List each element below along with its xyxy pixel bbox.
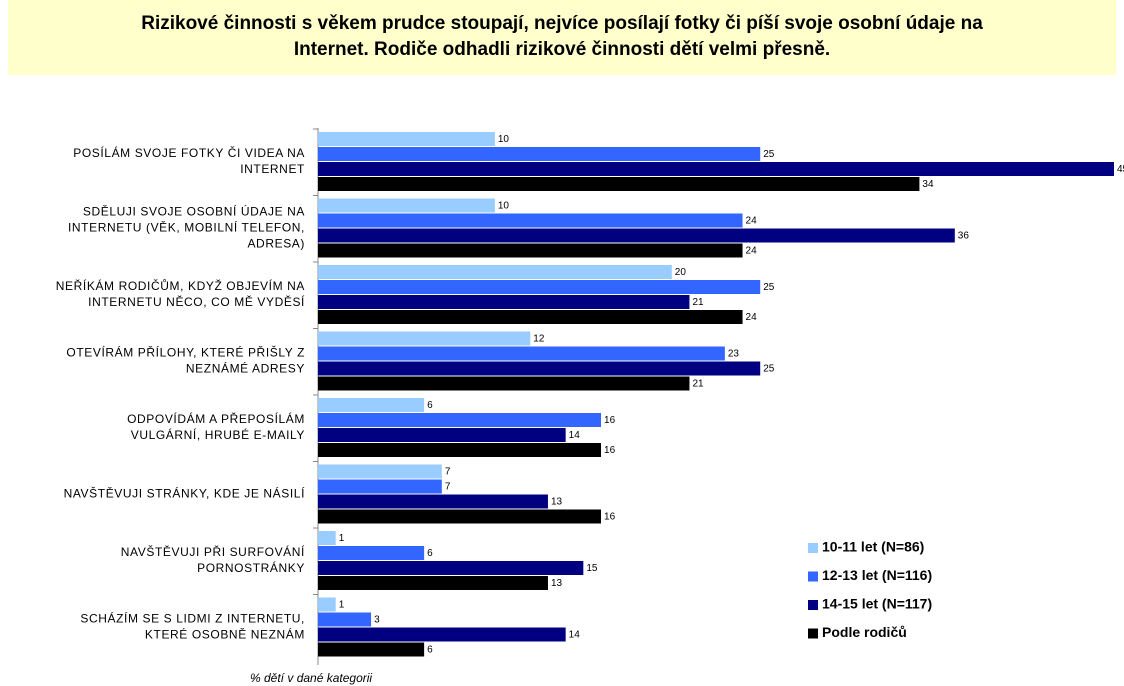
bar [318, 642, 425, 657]
value-label: 10 [498, 134, 510, 145]
y-tick-label: NAVŠTĚVUJI STRÁNKY, KDE JE NÁSILÍ [64, 486, 305, 501]
value-label: 24 [746, 246, 758, 257]
bar [318, 376, 690, 391]
legend-swatch [808, 628, 818, 639]
bar [318, 627, 566, 642]
value-label: 10 [498, 201, 510, 212]
value-label: 21 [692, 297, 704, 308]
value-label: 25 [763, 282, 775, 293]
bar [318, 295, 690, 309]
y-tick-label: VULGÁRNÍ, HRUBÉ E-MAILY [131, 427, 305, 442]
y-tick-label: NEZNÁMÉ ADRESY [186, 361, 305, 376]
y-tick-label: SDĚLUJI SVOJE OSOBNÍ ÚDAJE NA [83, 204, 305, 219]
x-axis-label: % dětí v dané kategorii [250, 671, 372, 685]
legend-swatch [808, 571, 818, 582]
bar [318, 361, 761, 376]
y-tick-label: ADRESA) [247, 237, 305, 251]
bar [318, 331, 531, 346]
bar [318, 243, 743, 258]
value-label: 14 [569, 630, 581, 641]
value-label: 16 [604, 445, 616, 456]
bar [318, 346, 725, 361]
value-label: 25 [763, 149, 775, 160]
bar [318, 198, 495, 213]
value-label: 23 [728, 349, 740, 360]
bar [318, 576, 548, 590]
y-tick-label: NEŘÍKÁM RODIČŮM, KDYŽ OBJEVÍM NA [56, 278, 305, 293]
bar [318, 280, 761, 294]
value-label: 6 [427, 548, 433, 559]
bar [318, 561, 584, 575]
bar [318, 132, 495, 146]
value-label: 34 [922, 179, 934, 190]
chart-title: Rizikové činnosti s věkem prudce stoupaj… [141, 13, 983, 34]
bar [318, 612, 372, 627]
value-label: 36 [958, 231, 970, 242]
bar [318, 428, 566, 442]
value-label: 24 [746, 312, 758, 323]
y-tick-label: INTERNET [240, 162, 305, 176]
value-label: 7 [445, 467, 451, 478]
bar [318, 443, 602, 457]
y-tick-label: OTEVÍRÁM PŘÍLOHY, KTERÉ PŘIŠLY Z [66, 345, 305, 360]
value-label: 12 [533, 334, 545, 345]
y-tick-label: INTERNETU NĚCO, CO MĚ VYDĚSÍ [88, 294, 305, 309]
value-label: 14 [569, 430, 581, 441]
value-label: 6 [427, 645, 433, 656]
legend-swatch [808, 600, 818, 610]
legend-label: 14-15 let (N=117) [822, 596, 932, 612]
legend-swatch [808, 543, 818, 553]
bar [318, 479, 442, 494]
bar [318, 597, 336, 612]
y-tick-label: ODPOVÍDÁM A PŘEPOSÍLÁM [127, 411, 305, 426]
bar [318, 213, 743, 228]
y-tick-label: POSÍLÁM SVOJE FOTKY ČI VIDEA NA [73, 145, 305, 160]
value-label: 24 [746, 216, 758, 227]
value-label: 3 [374, 615, 380, 626]
bar [318, 228, 955, 243]
value-label: 7 [445, 482, 451, 493]
bar [318, 310, 743, 324]
y-tick-label: PORNOSTRÁNKY [197, 560, 305, 575]
y-tick-label: SCHÁZÍM SE S LIDMI Z INTERNETU, [80, 611, 305, 626]
value-label: 25 [763, 364, 775, 375]
value-label: 20 [675, 267, 687, 278]
y-tick-label: INTERNETU (VĚK, MOBILNÍ TELEFON, [68, 220, 305, 235]
bar [318, 531, 336, 545]
y-tick-label: KTERÉ OSOBNĚ NEZNÁM [145, 627, 305, 642]
value-label: 13 [551, 497, 563, 508]
bar [318, 494, 548, 509]
value-label: 13 [551, 578, 563, 589]
legend-label: 10-11 let (N=86) [822, 539, 924, 555]
title-band [8, 0, 1116, 75]
chart-title: Internet. Rodiče odhadli rizikové činnos… [294, 39, 830, 60]
bar [318, 398, 425, 412]
bar [318, 162, 1114, 176]
value-label: 1 [339, 533, 345, 544]
value-label: 1 [339, 600, 345, 611]
legend-label: 12-13 let (N=116) [822, 567, 932, 583]
bar [318, 177, 920, 191]
value-label: 16 [604, 512, 616, 523]
bar [318, 546, 425, 560]
y-tick-label: NAVŠTĚVUJI PŘI SURFOVÁNÍ [121, 544, 305, 559]
value-label: 45 [1117, 164, 1124, 175]
bar [318, 464, 442, 479]
bar [318, 413, 602, 427]
value-label: 15 [586, 563, 598, 574]
value-label: 6 [427, 400, 433, 411]
value-label: 21 [692, 379, 704, 390]
bar [318, 265, 672, 279]
bar [318, 509, 602, 524]
bar [318, 147, 761, 161]
value-label: 16 [604, 415, 616, 426]
legend-label: Podle rodičů [822, 624, 907, 640]
